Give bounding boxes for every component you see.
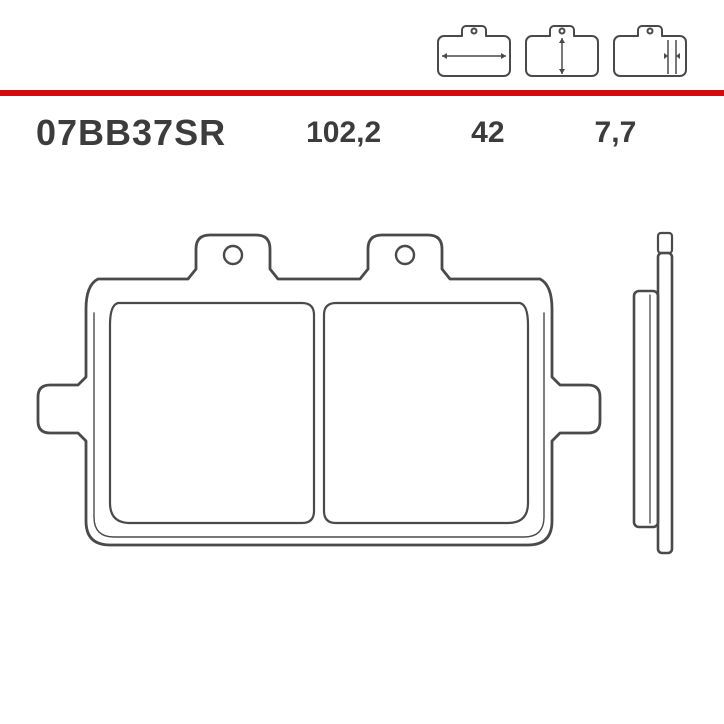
width-view-icon <box>436 22 512 80</box>
part-number: 07BB37SR <box>36 112 226 154</box>
accent-divider <box>0 90 724 96</box>
spec-row: 07BB37SR 102,2 42 7,7 <box>36 112 688 154</box>
dim-thickness: 7,7 <box>595 116 637 150</box>
technical-drawing <box>30 225 694 605</box>
product-spec-card: 07BB37SR 102,2 42 7,7 <box>0 0 724 724</box>
dim-width: 102,2 <box>306 116 381 150</box>
thickness-view-icon <box>612 22 688 80</box>
height-view-icon <box>524 22 600 80</box>
dim-height: 42 <box>471 116 504 150</box>
dimension-values: 102,2 42 7,7 <box>306 116 636 150</box>
dimension-icon-row <box>436 22 688 80</box>
